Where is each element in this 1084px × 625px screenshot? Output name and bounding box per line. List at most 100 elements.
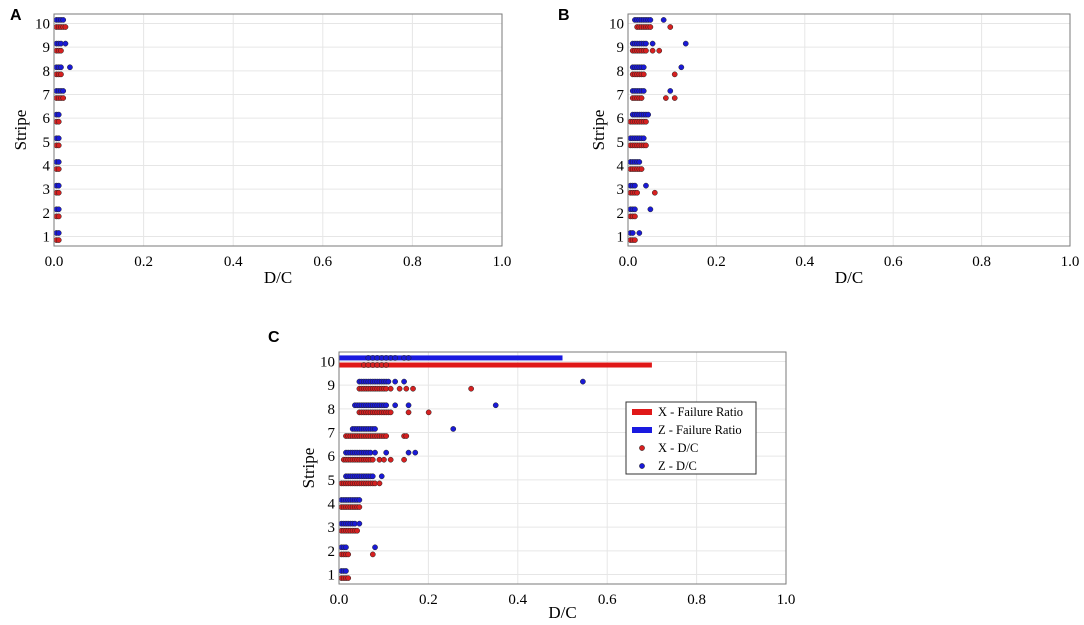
x-tick-label: 1.0 [777,592,796,608]
z-dc-point [383,449,390,456]
z-dc-point [343,568,349,574]
x-tick-label: 0.8 [972,254,991,270]
x-dc-point [58,71,64,78]
y-tick-label: 2 [617,206,625,222]
z-dc-point [55,182,62,189]
plot-area [54,14,502,246]
x-dc-point [468,385,474,392]
y-tick-label: 9 [617,40,625,56]
z-dc-point [62,40,69,47]
legend-label-x-failure: X - Failure Ratio [658,405,743,419]
z-dc-point [55,111,62,118]
z-dc-point [385,378,392,385]
y-tick-label: 10 [320,354,335,370]
chart-panel-b: 0.0 0.2 0.4 0.6 0.8 1.0 1 2 3 4 5 6 7 8 9 10 D/C Stripe [589,13,1080,287]
y-axis-label: Stripe [11,110,30,151]
legend-swatch-z-failure [632,427,652,433]
y-axis-label: Stripe [299,448,318,489]
chart-panel-a: 0.0 0.2 0.4 0.6 0.8 1.0 1 2 3 4 5 6 7 8 9 10 D/C Stripe [11,13,512,287]
x-dc-point [401,456,407,463]
x-dc-point [632,237,638,243]
x-dc-point [62,24,69,30]
y-tick-label: 1 [617,230,625,246]
x-tick-label: 0.2 [707,254,726,270]
y-tick-label: 8 [328,402,336,418]
failure-ratio-bar-z [339,355,563,361]
y-tick-label: 4 [328,497,336,513]
z-dc-point [405,355,412,361]
z-dc-point [343,544,349,551]
z-dc-point [60,88,67,94]
x-dc-point [410,385,416,392]
y-tick-label: 3 [43,182,51,198]
x-tick-label: 1.0 [1061,254,1080,270]
z-dc-point [632,206,638,213]
z-dc-point [378,473,385,480]
x-dc-point [638,95,645,101]
z-dc-point [632,182,638,189]
x-dc-point [376,480,383,487]
z-dc-point [667,88,674,94]
panel-label-c: C [268,329,280,346]
x-dc-point [60,95,67,101]
z-dc-point [369,473,376,480]
x-axis-label: D/C [264,268,292,287]
x-dc-point [387,409,394,416]
z-dc-point [412,449,419,456]
x-dc-point [656,47,663,54]
y-tick-label: 9 [43,40,51,56]
x-tick-label: 0.4 [795,254,814,270]
x-tick-label: 0.2 [134,254,153,270]
x-dc-point [649,47,656,54]
z-dc-point [60,17,67,23]
y-tick-label: 5 [328,473,336,489]
x-tick-label: 0.6 [884,254,903,270]
z-dc-point [647,17,654,23]
y-tick-label: 1 [43,230,51,246]
z-dc-point [645,111,652,118]
z-dc-point [383,402,390,409]
z-dc-point [58,64,64,71]
x-dc-point [643,47,649,54]
x-tick-label: 0.6 [598,592,617,608]
y-tick-label: 10 [35,16,50,32]
z-dc-point [643,40,649,47]
x-dc-point [643,142,649,149]
x-tick-label: 0.8 [403,254,422,270]
z-dc-point [392,378,398,385]
y-tick-label: 5 [617,135,625,151]
plot-frame [338,351,787,585]
x-dc-point [55,166,62,172]
x-tick-label: 0.4 [508,592,527,608]
y-tick-label: 4 [43,159,51,175]
legend: X - Failure Ratio Z - Failure Ratio X - … [625,401,757,475]
x-dc-point [55,237,62,243]
legend-swatch-x-failure [632,409,652,415]
x-dc-point [354,527,360,534]
z-dc-point [392,402,398,409]
x-dc-point [387,456,394,463]
x-tick-label: 0.4 [224,254,243,270]
z-dc-point [580,378,586,385]
y-tick-label: 1 [328,568,336,584]
z-dc-point [67,64,73,71]
legend-marker-x-dc [639,445,645,451]
z-dc-point [405,402,412,409]
x-dc-point [643,118,649,125]
x-tick-label: 0.0 [45,254,64,270]
z-dc-point [660,17,667,23]
plot-area [628,14,1070,246]
x-dc-point [667,24,674,30]
z-dc-point [682,40,689,47]
y-tick-label: 6 [328,449,336,465]
z-dc-point [372,449,378,456]
x-dc-point [58,47,64,54]
x-dc-point [387,385,394,392]
x-dc-point [425,409,432,416]
y-tick-label: 9 [328,378,336,394]
x-tick-label: 0.6 [313,254,332,270]
x-dc-point [383,362,390,368]
x-tick-label: 1.0 [493,254,512,270]
x-tick-label: 0.2 [419,592,438,608]
x-dc-point [345,575,352,581]
